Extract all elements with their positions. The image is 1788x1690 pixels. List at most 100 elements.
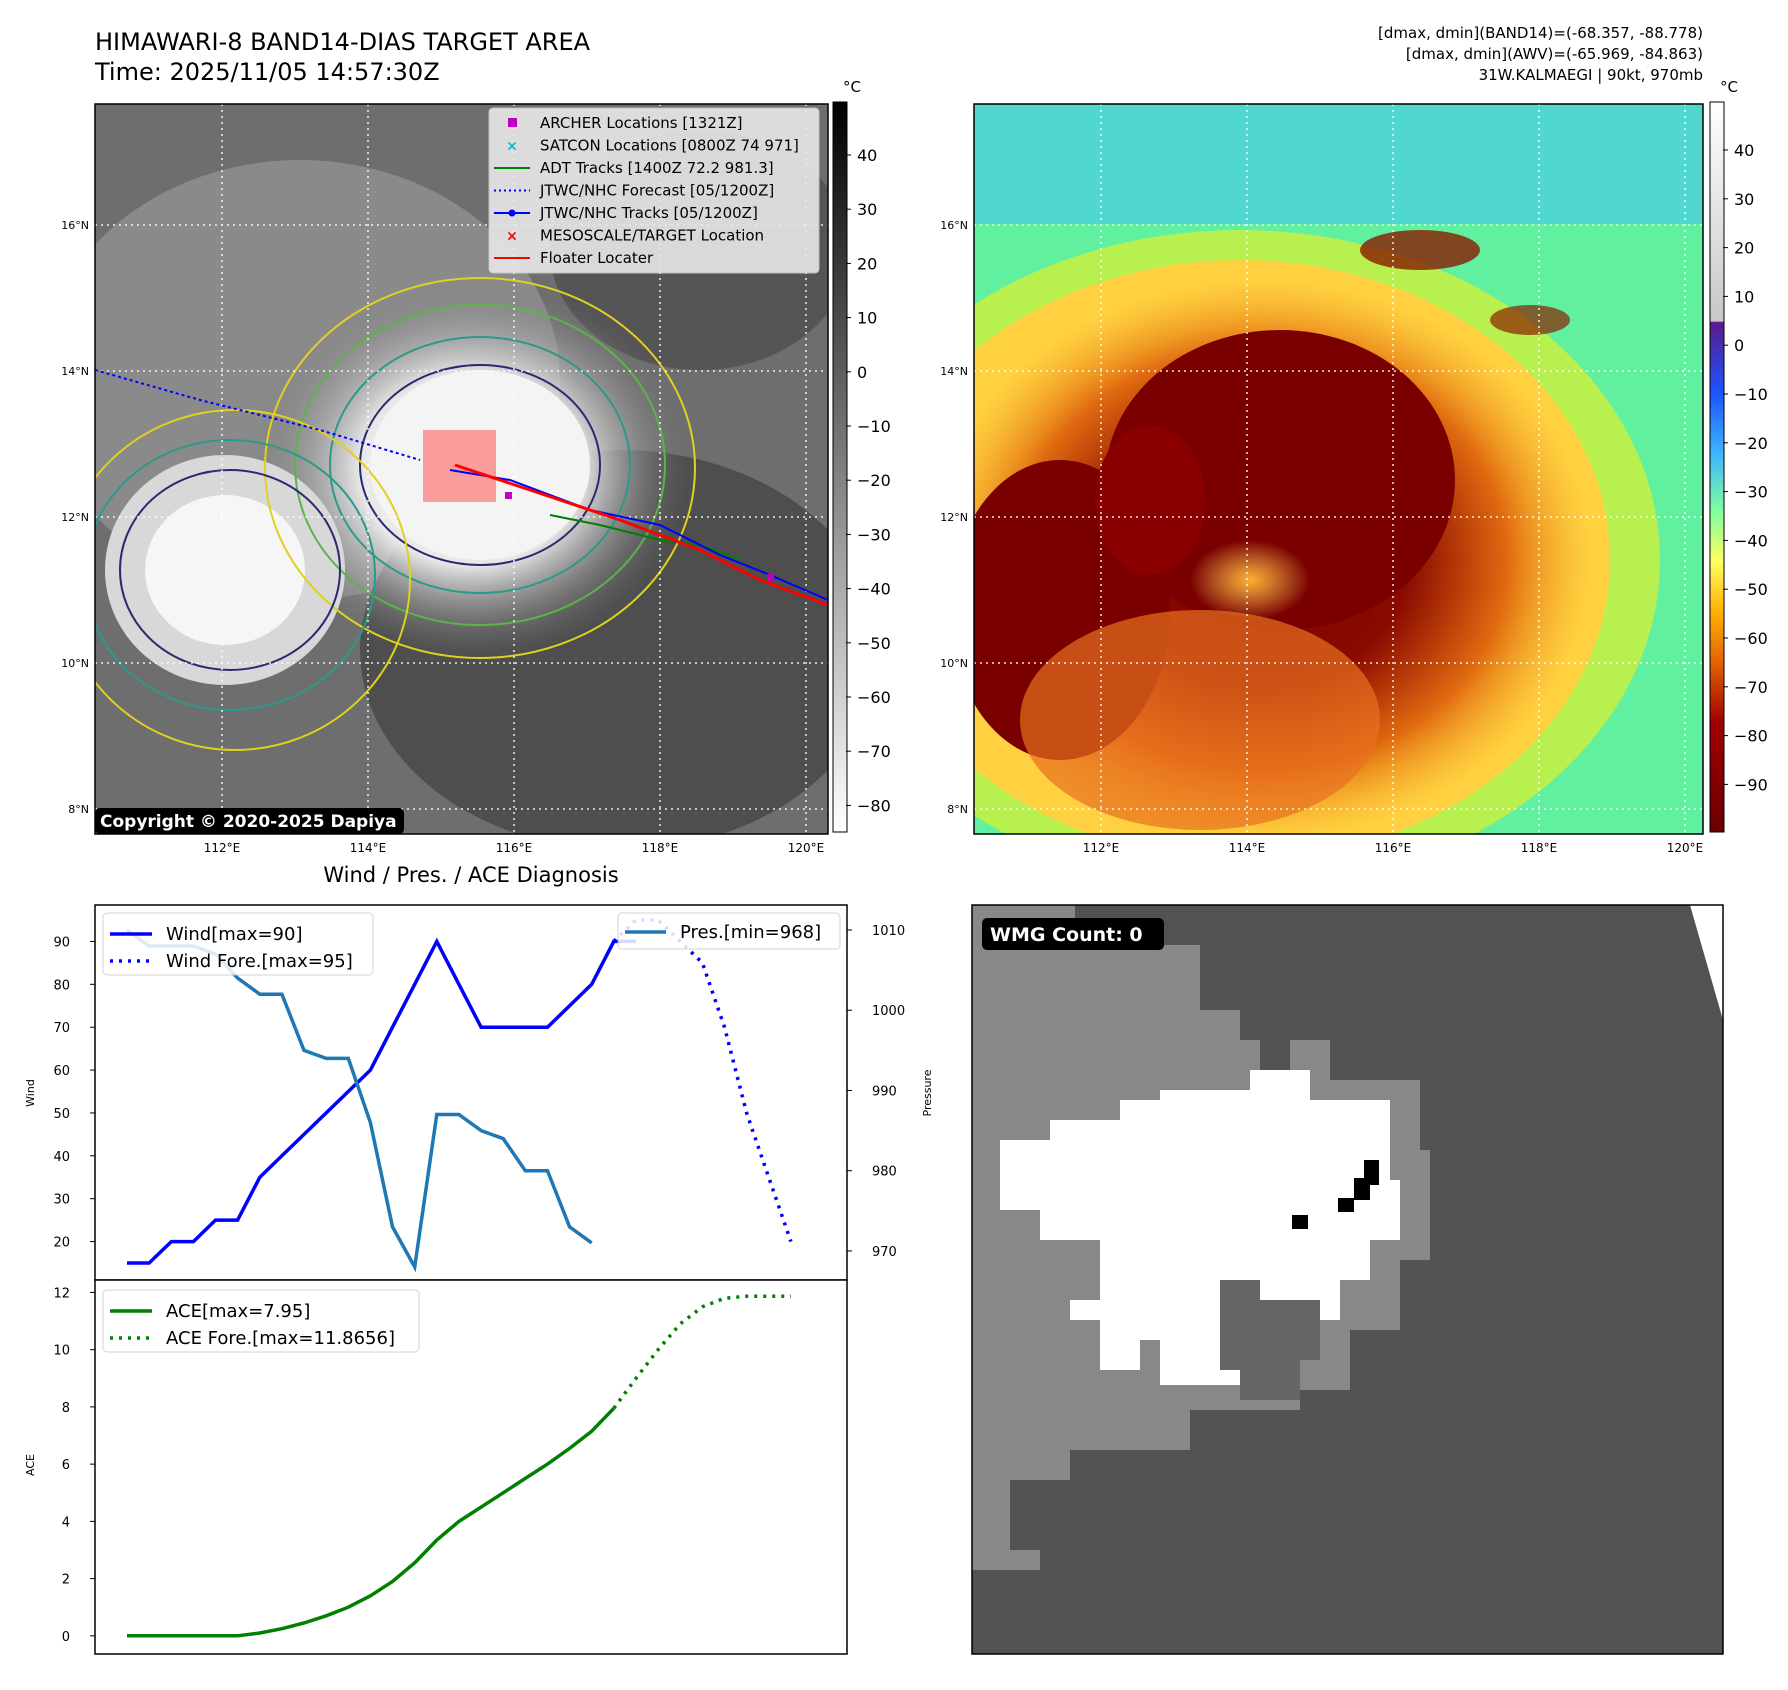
ir-colorbar (832, 101, 848, 833)
colorbar-tick-label: −10 (1734, 385, 1768, 404)
colorbar-tick-label: 40 (1734, 141, 1754, 160)
legend-box (617, 912, 841, 950)
colorbar-tick-label: −60 (1734, 629, 1768, 648)
colorbar-tick-label: 10 (857, 309, 877, 328)
legend-box (102, 1289, 420, 1353)
ace-legend: ACE[max=7.95] ACE Fore.[max=11.8656] (102, 1289, 420, 1353)
lat-label: 16°N (940, 219, 968, 232)
lon-label: 112°E (204, 841, 241, 855)
wind-tick-label: 30 (53, 1193, 70, 1208)
archer-marker-2 (767, 574, 774, 581)
ir-legend: ARCHER Locations [1321Z] × SATCON Location… (488, 107, 820, 274)
colorbar-tick-label: −90 (1734, 775, 1768, 794)
awv-range: [dmax, dmin](AWV)=(-65.969, -84.863) (1406, 45, 1703, 63)
lon-label: 114°E (1229, 841, 1266, 855)
legend-item: × MESOSCALE/TARGET Location (506, 227, 764, 245)
legend-marker: × (506, 229, 518, 245)
series-line-ace (127, 1407, 616, 1638)
lon-label: 112°E (1083, 841, 1120, 855)
wmg-count-label: WMG Count: 0 (990, 924, 1143, 946)
lat-label: 16°N (61, 219, 89, 232)
ace-tick-label: 4 (62, 1515, 70, 1530)
colorbar-tick-label: −10 (857, 417, 891, 436)
lat-label: 12°N (940, 511, 968, 524)
legend-item: ADT Tracks [1400Z 72.2 981.3] (494, 159, 774, 177)
wind-tick-label: 80 (53, 978, 70, 993)
legend-item: ARCHER Locations [1321Z] (508, 114, 743, 132)
pressure-tick-label: 980 (872, 1165, 897, 1180)
lat-label: 8°N (68, 803, 89, 816)
legend-box (102, 912, 374, 976)
legend-label: ARCHER Locations [1321Z] (540, 114, 743, 132)
colorbar-tick-label: −40 (1734, 531, 1768, 550)
storm-info: 31W.KALMAEGI | 90kt, 970mb (1479, 66, 1703, 84)
colorbar-tick-label: −20 (1734, 434, 1768, 453)
colorbar-tick-label: −80 (857, 796, 891, 815)
legend-label: Wind[max=90] (166, 924, 303, 945)
copyright-text: Copyright © 2020-2025 Dapiya (100, 812, 397, 832)
colorbar-tick-label: 20 (1734, 239, 1754, 258)
legend-label: ACE[max=7.95] (166, 1301, 310, 1322)
wmg-panel: WMG Count: 0 (971, 904, 1724, 1655)
pressure-tick-label: 1000 (872, 1004, 905, 1019)
ace-tick-label: 8 (62, 1401, 70, 1416)
colorbar-tick-label: 30 (857, 200, 877, 219)
legend-label: ADT Tracks [1400Z 72.2 981.3] (540, 159, 774, 177)
ace-axis-label: ACE (24, 1454, 37, 1476)
colorbar-tick-label: 30 (1734, 190, 1754, 209)
series-line-wind (127, 937, 636, 1265)
wmg-cold-pixel (1354, 1178, 1370, 1200)
lon-label: 120°E (788, 841, 825, 855)
jtwc-forecast-track (95, 369, 421, 461)
band14-range: [dmax, dmin](BAND14)=(-68.357, -88.778) (1378, 24, 1703, 42)
wind-axis-label: Wind (24, 1079, 37, 1107)
ir-colorbar-unit: °C (843, 78, 861, 96)
legend-item: JTWC/NHC Forecast [05/1200Z] (494, 182, 774, 200)
legend-marker-dot (508, 209, 516, 217)
legend-marker: × (506, 139, 518, 155)
lat-label: 14°N (940, 365, 968, 378)
colorbar-tick-label: 40 (857, 146, 877, 165)
lon-label: 120°E (1667, 841, 1704, 855)
colorbar-tick-label: −30 (857, 525, 891, 544)
copyright-badge (95, 808, 404, 834)
wmg-cold-pixel (1338, 1198, 1354, 1212)
legend-label: Pres.[min=968] (680, 922, 821, 943)
lon-label: 116°E (1375, 841, 1412, 855)
colorbar-tick-label: −70 (1734, 678, 1768, 697)
lat-label: 10°N (61, 657, 89, 670)
awv-colorbar-unit: °C (1720, 78, 1738, 96)
colorbar-tick-label: −30 (1734, 483, 1768, 502)
legend-label: Floater Locater (540, 249, 654, 267)
diagnosis-title: Wind / Pres. / ACE Diagnosis (323, 863, 618, 887)
wind-pressure-chart: Wind / Pres. / ACE Diagnosis Wind Pressu… (24, 863, 934, 1281)
legend-item: × SATCON Locations [0800Z 74 971] (506, 137, 799, 155)
colorbar-tick-label: −80 (1734, 727, 1768, 746)
wmg-cold-pixel (1292, 1215, 1308, 1229)
colorbar-tick-label: 0 (857, 363, 867, 382)
colorbar-tick-label: −20 (857, 471, 891, 490)
series-line-ace-forecast (612, 1294, 791, 1410)
ace-tick-label: 12 (53, 1286, 70, 1301)
lat-label: 12°N (61, 511, 89, 524)
wind-tick-label: 20 (53, 1236, 70, 1251)
pressure-tick-label: 990 (872, 1084, 897, 1099)
colorbar-tick-label: 10 (1734, 287, 1754, 306)
colorbar-tick-label: 20 (857, 254, 877, 273)
ace-tick-label: 2 (62, 1573, 70, 1588)
floater-locater (454, 463, 828, 607)
lon-label: 118°E (642, 841, 679, 855)
pressure-tick-label: 1010 (872, 924, 905, 939)
time-label: Time: 2025/11/05 14:57:30Z (94, 58, 440, 86)
wind-legend: Wind[max=90] Wind Fore.[max=95] (102, 912, 374, 976)
main-title: HIMAWARI-8 BAND14-DIAS TARGET AREA (95, 28, 591, 56)
colorbar-tick-label: −60 (857, 688, 891, 707)
wind-tick-label: 60 (53, 1064, 70, 1079)
wmg-count-badge (982, 918, 1164, 950)
legend-label: Wind Fore.[max=95] (166, 951, 353, 972)
colorbar-tick-label: −40 (857, 580, 891, 599)
legend-marker (508, 118, 517, 127)
ace-tick-label: 6 (62, 1458, 70, 1473)
lat-label: 14°N (61, 365, 89, 378)
